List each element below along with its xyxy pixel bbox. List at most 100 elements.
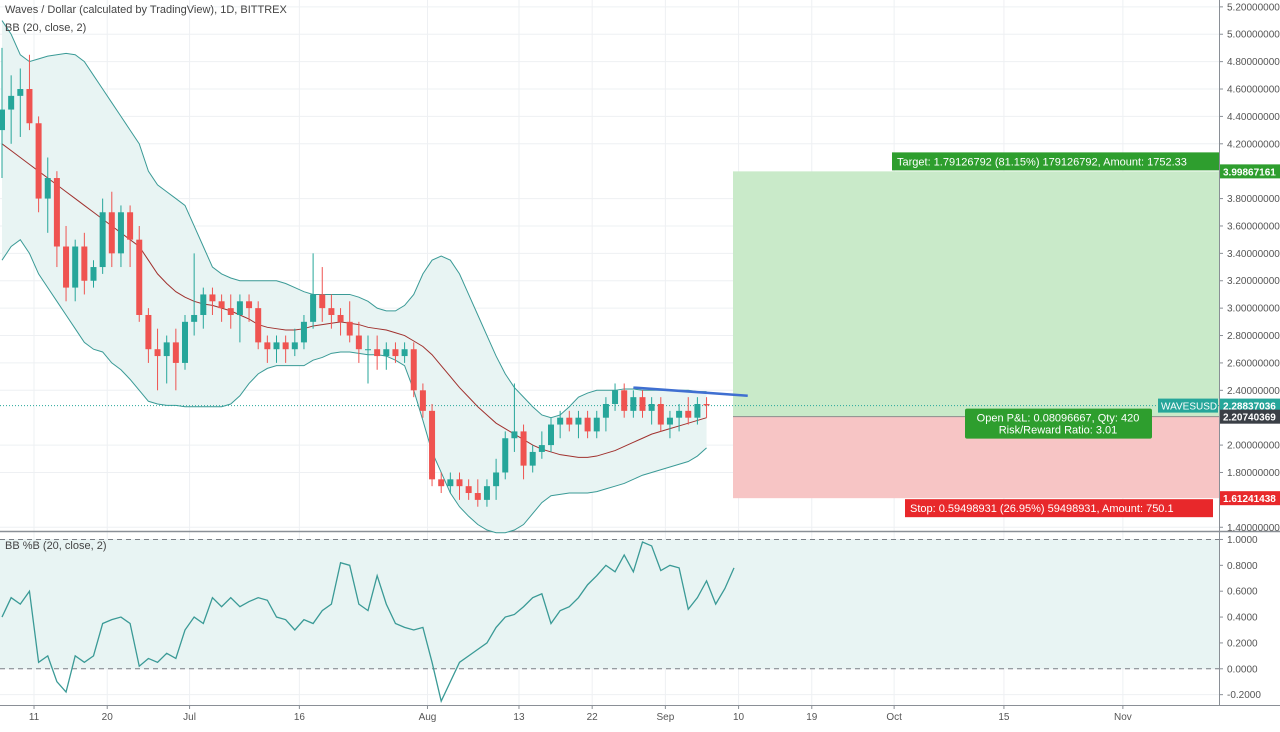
candle-body [0, 109, 5, 131]
indicator-tick-label: 0.4000 [1227, 613, 1258, 624]
pnl-label: Open P&L: 0.08096667, Qty: 420 [977, 413, 1140, 425]
price-tick-label: 4.80000000 [1227, 57, 1280, 68]
candle-body [255, 308, 262, 343]
candle-body [529, 451, 536, 466]
candle-body [584, 417, 591, 432]
candle-body [81, 246, 88, 281]
candle-body [191, 314, 198, 322]
candle-body [26, 89, 33, 124]
candle-body [465, 486, 472, 494]
current-price-value: 2.28837036 [1223, 402, 1276, 413]
candle-body [90, 267, 97, 281]
stop-price-badge [1220, 491, 1280, 506]
candle-body [99, 212, 106, 268]
entry-price-badge [1220, 409, 1280, 424]
candle-body [648, 404, 655, 411]
date-tick-label: 19 [806, 712, 818, 723]
date-tick-label: 22 [587, 712, 599, 723]
candle-body [145, 314, 152, 350]
trendline [633, 386, 748, 398]
price-tick-label: 4.60000000 [1227, 85, 1280, 96]
price-tick-label: 2.80000000 [1227, 331, 1280, 342]
price-tick-label: 3.00000000 [1227, 304, 1280, 315]
candle-body [72, 246, 79, 288]
price-tick-label: 1.80000000 [1227, 468, 1280, 479]
price-tick-label: 4.40000000 [1227, 112, 1280, 123]
target-price-value: 3.99867161 [1223, 167, 1276, 178]
candle-body [209, 294, 216, 302]
symbol-label: WAVESUSD [1161, 402, 1217, 413]
target-badge [892, 152, 1219, 171]
candle-body [246, 301, 253, 309]
candle-body [657, 404, 664, 425]
bbpct-band-fill [0, 539, 1219, 669]
stop-badge [905, 499, 1213, 518]
chart-title: Waves / Dollar (calculated by TradingVie… [5, 4, 287, 16]
target-zone [733, 171, 1219, 417]
candle-body [566, 417, 573, 425]
candle-body [117, 212, 124, 254]
date-tick-label: Jul [183, 712, 196, 723]
candle-body [392, 349, 399, 357]
candle-body [136, 239, 143, 315]
indicator-tick-label: 0.0000 [1227, 664, 1258, 675]
candle-body [154, 349, 161, 357]
candle-body [264, 342, 271, 350]
candle-body [300, 321, 307, 343]
date-tick-label: 16 [294, 712, 306, 723]
indicator-tick-label: 1.0000 [1227, 535, 1258, 546]
candle-body [410, 349, 417, 391]
candle-body [621, 390, 628, 411]
candle-body [401, 349, 408, 357]
candle-body [639, 397, 646, 411]
date-tick-label: Sep [656, 712, 674, 723]
candle-body [200, 294, 207, 315]
indicator-tick-label: 0.2000 [1227, 638, 1258, 649]
candle-body [630, 397, 637, 411]
price-tick-label: 5.20000000 [1227, 2, 1280, 13]
candle-body [236, 301, 243, 315]
candle-body [218, 301, 225, 309]
price-tick-label: 2.00000000 [1227, 441, 1280, 452]
candle-body [127, 212, 134, 240]
pnl-badge [965, 408, 1152, 439]
candle-body [694, 404, 701, 418]
candle-body [548, 424, 554, 446]
candle-body [44, 178, 51, 199]
candle-body [227, 308, 234, 315]
candle-body [557, 417, 564, 425]
date-tick-label: Nov [1114, 712, 1132, 723]
candle-body [676, 410, 683, 418]
candle-body [493, 472, 500, 487]
price-tick-label: 2.60000000 [1227, 358, 1280, 369]
stop-label: Stop: 0.59498931 (26.95%) 59498931, Amou… [910, 503, 1174, 515]
candle-body [456, 479, 463, 487]
bbpct-line [1, 541, 735, 704]
candle-body [602, 404, 609, 418]
candle-body [447, 479, 454, 487]
date-tick-label: Oct [886, 712, 902, 723]
rr-label: Risk/Reward Ratio: 3.01 [999, 425, 1118, 437]
candle-body [374, 349, 381, 357]
indicator-tick-label: 0.6000 [1227, 587, 1258, 598]
candle-body [337, 314, 344, 322]
candle-body [383, 349, 390, 357]
stop-price-value: 1.61241438 [1223, 494, 1276, 505]
candle-body [538, 445, 545, 452]
candle-body [8, 95, 15, 110]
candle-body [17, 89, 24, 96]
price-tick-label: 3.80000000 [1227, 194, 1280, 205]
candle-body [182, 321, 188, 363]
candle-body [172, 342, 179, 363]
candles [0, 47, 710, 507]
price-tick-label: 5.00000000 [1227, 30, 1280, 41]
symbol-badge [1158, 398, 1218, 413]
candle-body [502, 438, 509, 473]
candle-body [419, 390, 426, 411]
date-tick-label: 20 [102, 712, 114, 723]
candle-body [53, 178, 60, 247]
candle-body [319, 294, 326, 309]
candle-body [355, 335, 362, 350]
